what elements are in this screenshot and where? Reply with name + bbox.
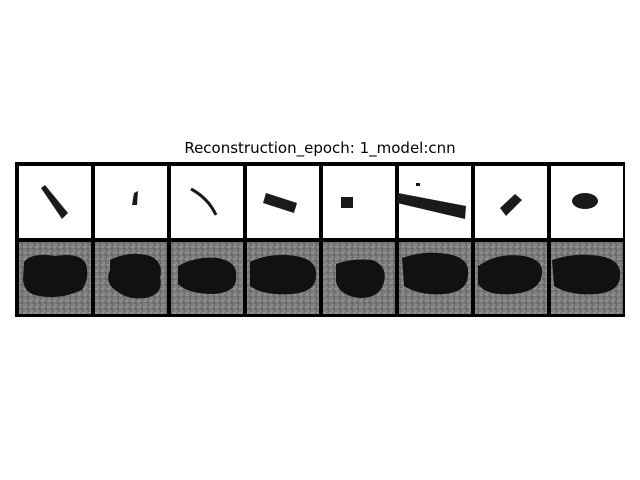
original-shape-8 bbox=[572, 193, 598, 209]
recon-blob-6 bbox=[402, 252, 469, 295]
recon-blob-7 bbox=[478, 255, 543, 295]
original-shape-2 bbox=[132, 191, 138, 205]
original-tile-5 bbox=[323, 166, 395, 238]
recon-blob-5 bbox=[336, 259, 385, 298]
recon-blob-4 bbox=[250, 254, 317, 295]
original-shape-5 bbox=[341, 197, 353, 208]
original-shape-6 bbox=[397, 183, 466, 219]
reconstruction-row bbox=[19, 242, 623, 314]
recon-blob-8 bbox=[552, 254, 621, 295]
recon-blob-1 bbox=[23, 254, 88, 298]
figure-title: Reconstruction_epoch: 1_model:cnn bbox=[184, 139, 456, 157]
original-shape-1 bbox=[41, 185, 68, 219]
recon-blob-3 bbox=[178, 257, 237, 294]
original-shape-4 bbox=[263, 193, 297, 213]
original-row bbox=[19, 166, 623, 238]
original-tile-2 bbox=[95, 166, 167, 238]
original-shape-7 bbox=[500, 194, 522, 216]
recon-blob-2 bbox=[108, 253, 161, 299]
original-shape-3 bbox=[190, 187, 218, 216]
recon-blobs bbox=[23, 252, 621, 299]
